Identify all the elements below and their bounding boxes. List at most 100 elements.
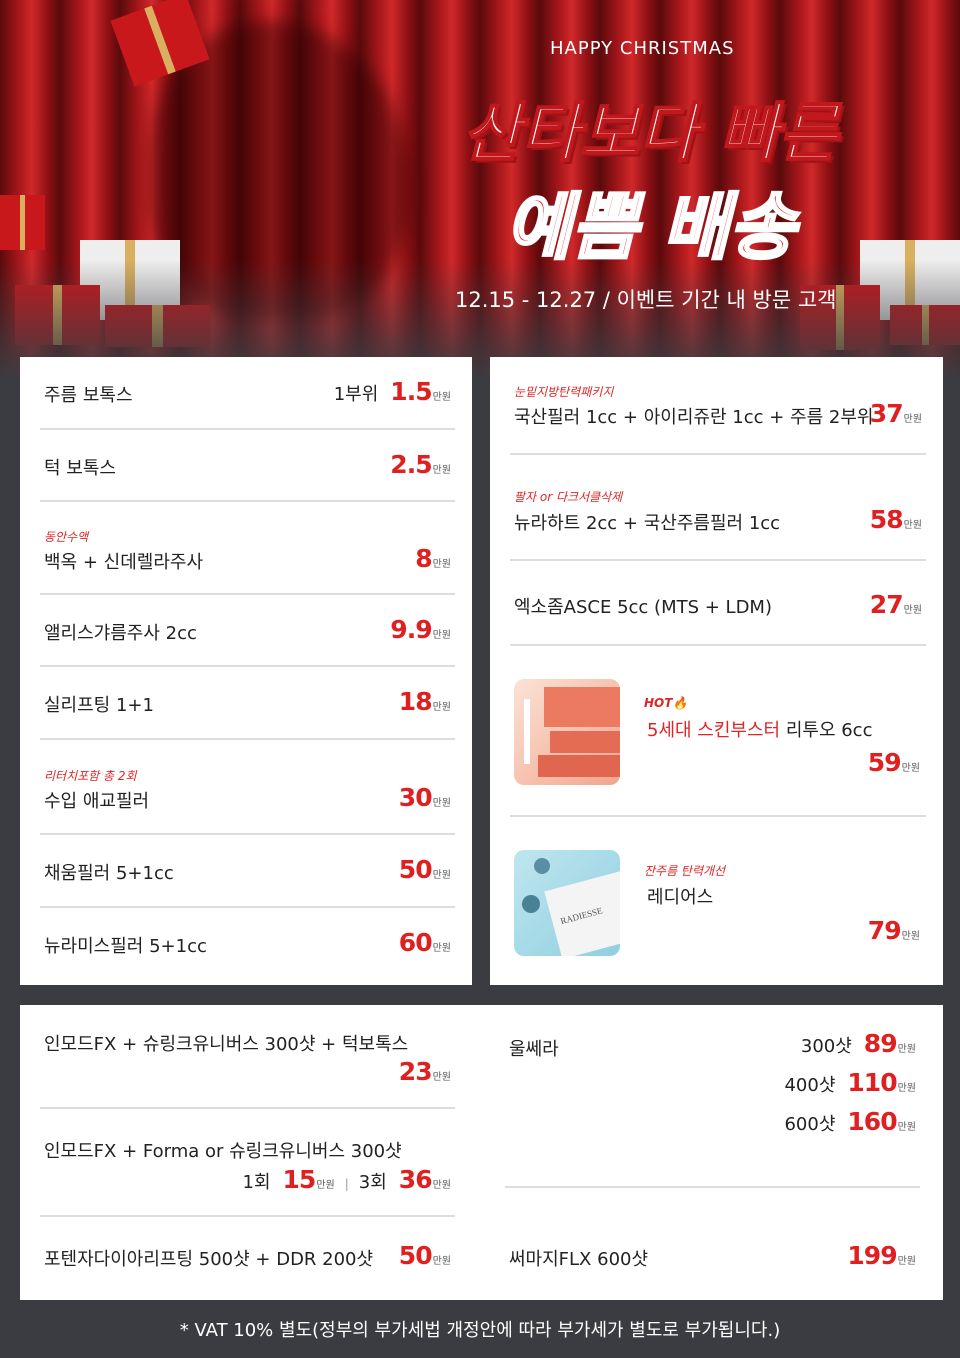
price-value: 18 bbox=[398, 687, 433, 716]
gift-box-icon bbox=[890, 305, 960, 345]
radiesse-logo: RADIESSE bbox=[544, 870, 620, 956]
price-row: RADIESSE 잔주름 탄력개선 레디어스 79만원 bbox=[510, 817, 926, 985]
right-price-panel: 눈밑지방탄력패키지 국산필러 1cc + 아이리쥬란 1cc + 주름 2부위 … bbox=[490, 357, 943, 985]
price-unit: 만원 bbox=[432, 559, 451, 570]
price-unit: 만원 bbox=[897, 1122, 916, 1133]
price-unit: 만원 bbox=[903, 414, 922, 425]
item-name: 수입 애교필러 bbox=[44, 791, 150, 812]
price-value: 27 bbox=[869, 590, 904, 619]
price-options: 1회 15만원 | 3회 36만원 bbox=[243, 1165, 451, 1194]
price-unit: 만원 bbox=[316, 1180, 335, 1191]
price-value: 36 bbox=[398, 1165, 433, 1194]
fire-icon: 🔥 bbox=[672, 696, 688, 710]
price-row: 인모드FX + 슈링크유니버스 300샷 + 턱보톡스 23만원 bbox=[40, 1005, 455, 1109]
item-tag: 눈밑지방탄력패키지 bbox=[514, 385, 614, 399]
price-unit: 만원 bbox=[432, 702, 451, 713]
price-value: 160 bbox=[847, 1107, 897, 1136]
price-value: 50 bbox=[398, 1241, 433, 1270]
price-option: 400샷 110만원 bbox=[784, 1068, 916, 1097]
item-name: 레디어스 bbox=[647, 887, 714, 908]
option-qty: 600샷 bbox=[784, 1114, 836, 1135]
item-name: 실리프팅 1+1 bbox=[44, 695, 154, 716]
price-row: 엑소좀ASCE 5cc (MTS + LDM) 27만원 bbox=[510, 561, 926, 646]
price-unit: 만원 bbox=[897, 1256, 916, 1267]
price-unit: 만원 bbox=[432, 465, 451, 476]
hot-tag: HOT🔥 bbox=[644, 696, 687, 710]
price-value: 15 bbox=[282, 1165, 317, 1194]
price-unit: 만원 bbox=[432, 392, 451, 403]
bottom-right-column: 울쎄라 300샷 89만원 400샷 110만원 600샷 160만원 써마지FLX … bbox=[485, 1005, 937, 1300]
price-unit: 만원 bbox=[903, 605, 922, 616]
price-row: 눈밑지방탄력패키지 국산필러 1cc + 아이리쥬란 1cc + 주름 2부위 … bbox=[510, 357, 926, 455]
gift-box-icon bbox=[80, 240, 180, 320]
item-tag: 동안수액 bbox=[44, 530, 89, 544]
price: 18만원 bbox=[399, 687, 451, 716]
price-option: 600샷 160만원 bbox=[784, 1107, 916, 1136]
price: 58만원 bbox=[870, 505, 922, 534]
price-row: 써마지FLX 600샷 199만원 bbox=[505, 1188, 920, 1300]
price-unit: 만원 bbox=[901, 763, 920, 774]
price-value: 50 bbox=[398, 855, 433, 884]
price-value: 79 bbox=[867, 916, 902, 945]
rejuran-product-image bbox=[514, 679, 620, 785]
item-name: 뉴라미스필러 5+1cc bbox=[44, 936, 207, 957]
price-value: 2.5 bbox=[390, 450, 432, 479]
left-price-panel: 주름 보톡스 1부위 1.5만원 턱 보톡스 2.5만원 동안수액 백옥 + 신데… bbox=[20, 357, 472, 985]
price: 27만원 bbox=[870, 590, 922, 619]
gift-box-icon bbox=[105, 305, 210, 347]
price-value: 37 bbox=[869, 399, 904, 428]
price-row: 팔자 or 다크서클삭제 뉴라하트 2cc + 국산주름필러 1cc 58만원 bbox=[510, 455, 926, 561]
event-period: 12.15 - 12.27 / 이벤트 기간 내 방문 고객 bbox=[455, 288, 837, 312]
bottom-price-panel: 인모드FX + 슈링크유니버스 300샷 + 턱보톡스 23만원 인모드FX +… bbox=[20, 1005, 943, 1300]
price-value: 110 bbox=[847, 1068, 897, 1097]
option-qty: 300샷 bbox=[800, 1036, 852, 1057]
separator: | bbox=[344, 1177, 349, 1191]
price-value: 9.9 bbox=[390, 615, 432, 644]
hot-label: HOT bbox=[644, 696, 673, 710]
price-row: 실리프팅 1+1 18만원 bbox=[40, 667, 455, 740]
gift-box-icon bbox=[0, 195, 45, 250]
price: 30만원 bbox=[399, 783, 451, 812]
gift-box-icon bbox=[860, 240, 960, 320]
price-value: 23 bbox=[398, 1057, 433, 1086]
item-name: 인모드FX + 슈링크유니버스 300샷 + 턱보톡스 bbox=[44, 1034, 409, 1055]
item-name: 백옥 + 신데렐라주사 bbox=[44, 552, 204, 573]
price: 2.5만원 bbox=[390, 450, 451, 479]
price-value: 1.5 bbox=[390, 377, 432, 406]
gift-box-icon bbox=[15, 285, 100, 345]
option-qty: 400샷 bbox=[784, 1075, 836, 1096]
price-unit: 만원 bbox=[432, 943, 451, 954]
option-qty: 1회 bbox=[242, 1172, 271, 1193]
item-tag: 잔주름 탄력개선 bbox=[644, 864, 726, 878]
price-unit: 만원 bbox=[897, 1044, 916, 1055]
price-unit: 만원 bbox=[897, 1083, 916, 1094]
item-name: 엑소좀ASCE 5cc (MTS + LDM) bbox=[514, 597, 772, 618]
price-row: 동안수액 백옥 + 신데렐라주사 8만원 bbox=[40, 502, 455, 595]
item-name: 주름 보톡스 bbox=[44, 385, 133, 406]
price-row: 포텐자다이아리프팅 500샷 + DDR 200샷 50만원 bbox=[40, 1217, 455, 1300]
price-row: 턱 보톡스 2.5만원 bbox=[40, 430, 455, 502]
price-unit: 만원 bbox=[901, 931, 920, 942]
price: 50만원 bbox=[399, 1241, 451, 1270]
price: 8만원 bbox=[415, 544, 451, 573]
title-line-2: 예쁨 배송 bbox=[503, 184, 796, 271]
price-row: 뉴라미스필러 5+1cc 60만원 bbox=[40, 908, 455, 985]
price: 59만원 bbox=[868, 748, 920, 777]
price-unit: 만원 bbox=[432, 798, 451, 809]
price-value: 59 bbox=[867, 748, 902, 777]
price-row: 울쎄라 300샷 89만원 400샷 110만원 600샷 160만원 bbox=[505, 1005, 920, 1188]
vat-notice: * VAT 10% 별도(정부의 부가세법 개정안에 따라 부가세가 별도로 부… bbox=[179, 1320, 781, 1341]
item-name: 국산필러 1cc + 아이리쥬란 1cc + 주름 2부위 bbox=[514, 407, 874, 428]
item-name-highlight: 5세대 스킨부스터 bbox=[647, 720, 781, 741]
item-name: 채움필러 5+1cc bbox=[44, 863, 174, 884]
price-value: 30 bbox=[398, 783, 433, 812]
item-qty: 1부위 bbox=[333, 384, 379, 405]
item-tag: 리터치포함 총 2회 bbox=[44, 769, 137, 783]
price-unit: 만원 bbox=[432, 1256, 451, 1267]
price: 50만원 bbox=[399, 855, 451, 884]
price-row: HOT🔥 5세대 스킨부스터 리투오 6cc 59만원 bbox=[510, 646, 926, 817]
price-value: 60 bbox=[398, 928, 433, 957]
option-qty: 3회 bbox=[358, 1172, 387, 1193]
item-name-rest: 리투오 6cc bbox=[785, 720, 873, 741]
price-value: 8 bbox=[415, 544, 432, 573]
